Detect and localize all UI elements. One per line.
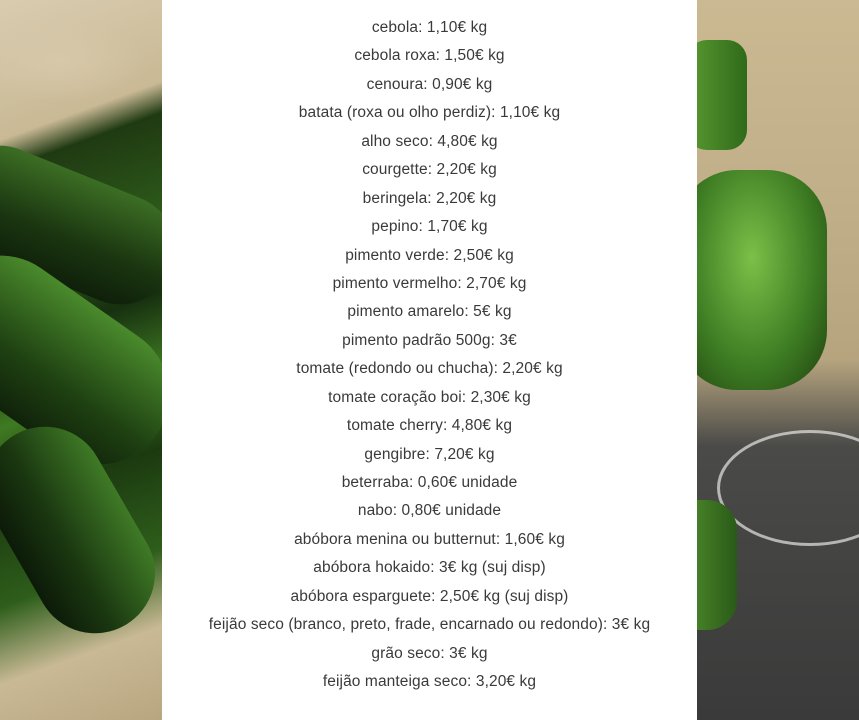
- price-list-item: beringela: 2,20€ kg: [362, 189, 497, 207]
- zucchini-shape: [697, 500, 737, 630]
- chalk-drawing: [717, 430, 859, 546]
- price-list-item: tomate (redondo ou chucha): 2,20€ kg: [296, 360, 563, 378]
- zucchini-photo-right: [697, 0, 859, 720]
- price-list-item: pimento padrão 500g: 3€: [342, 331, 517, 349]
- price-list-item: pimento verde: 2,50€ kg: [345, 246, 514, 264]
- price-list-item: alho seco: 4,80€ kg: [361, 132, 498, 150]
- price-list-item: pepino: 1,70€ kg: [371, 218, 488, 236]
- price-list-item: cebola: 1,10€ kg: [371, 19, 488, 36]
- price-list-item: abóbora esparguete: 2,50€ kg (suj disp): [290, 587, 569, 605]
- price-list-item: cebola roxa: 1,50€ kg: [354, 47, 505, 65]
- price-list-item: cenoura: 0,90€ kg: [366, 75, 493, 93]
- price-list-item: abóbora hokaido: 3€ kg (suj disp): [313, 559, 546, 577]
- price-list-item: grão seco: 3€ kg: [371, 644, 488, 662]
- price-list-item: tomate cherry: 4,80€ kg: [346, 417, 513, 435]
- price-list-item: abóbora menina ou butternut: 1,60€ kg: [294, 530, 565, 548]
- price-list-item: feijão seco (branco, preto, frade, encar…: [208, 616, 651, 634]
- price-list-item: pimento amarelo: 5€ kg: [347, 303, 512, 321]
- zucchini-shape: [697, 40, 747, 150]
- price-list-panel: cebola: 1,10€ kg cebola roxa: 1,50€ kg cen…: [162, 0, 697, 720]
- zucchini-shape: [697, 170, 827, 390]
- zucchini-photo-left: [0, 0, 162, 720]
- price-list-item: pimento vermelho: 2,70€ kg: [332, 274, 527, 292]
- price-list-item: gengibre: 7,20€ kg: [364, 445, 495, 463]
- price-list-item: feijão manteiga seco: 3,20€ kg: [322, 673, 537, 691]
- price-list-item: nabo: 0,80€ unidade: [357, 502, 502, 520]
- price-list-item: tomate coração boi: 2,30€ kg: [328, 388, 531, 406]
- price-list: cebola: 1,10€ kg cebola roxa: 1,50€ kg cen…: [162, 0, 697, 697]
- price-list-item: courgette: 2,20€ kg: [362, 161, 497, 179]
- price-list-item: beterraba: 0,60€ unidade: [341, 474, 518, 491]
- price-list-item: batata (roxa ou olho perdiz): 1,10€ kg: [298, 104, 561, 122]
